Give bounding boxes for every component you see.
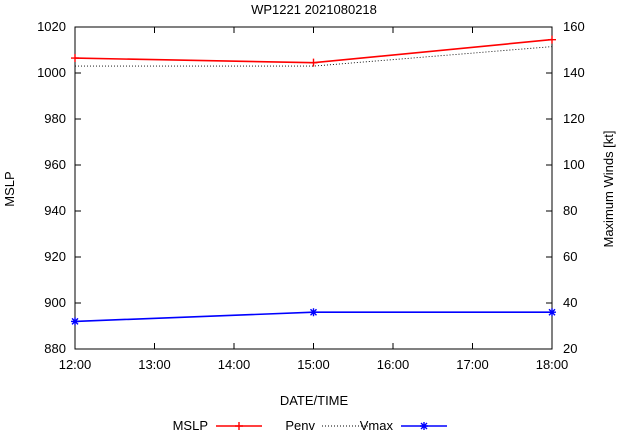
y-tick-label: 980 bbox=[44, 111, 66, 126]
x-tick-label: 12:00 bbox=[59, 357, 92, 372]
x-tick-label: 15:00 bbox=[297, 357, 330, 372]
y-axis-right: 20 40 60 80 100 120 140 160 bbox=[546, 19, 585, 356]
data-point-vmax bbox=[71, 317, 79, 326]
legend-label-penv: Penv bbox=[285, 418, 315, 432]
chart-title: WP1221 2021080218 bbox=[251, 2, 377, 17]
y-tick-label: 1000 bbox=[37, 65, 66, 80]
y2-tick-label: 80 bbox=[563, 203, 577, 218]
y2-tick-label: 140 bbox=[563, 65, 585, 80]
y-tick-label: 900 bbox=[44, 295, 66, 310]
x-tick-label: 13:00 bbox=[138, 357, 171, 372]
y2-tick-label: 20 bbox=[563, 341, 577, 356]
x-tick-label: 14:00 bbox=[218, 357, 251, 372]
y-tick-label: 880 bbox=[44, 341, 66, 356]
y2-tick-label: 120 bbox=[563, 111, 585, 126]
data-point-mslp bbox=[71, 54, 79, 63]
legend-label-mslp: MSLP bbox=[173, 418, 208, 432]
x-axis: 12:00 13:00 14:00 15:00 16:00 17:00 18:00 bbox=[59, 27, 569, 372]
legend-label-vmax: Vmax bbox=[360, 418, 394, 432]
y-tick-label: 1020 bbox=[37, 19, 66, 34]
legend: MSLP Penv Vmax bbox=[173, 418, 447, 432]
legend-marker-mslp bbox=[235, 422, 243, 430]
data-point-mslp bbox=[548, 35, 556, 44]
y-tick-label: 920 bbox=[44, 249, 66, 264]
y-axis-label: MSLP bbox=[2, 171, 17, 206]
data-point-mslp bbox=[309, 58, 318, 67]
x-tick-label: 18:00 bbox=[536, 357, 569, 372]
x-axis-label: DATE/TIME bbox=[280, 393, 349, 408]
data-point-vmax bbox=[309, 308, 318, 317]
y2-tick-label: 100 bbox=[563, 157, 585, 172]
y2-tick-label: 40 bbox=[563, 295, 577, 310]
y-axis-left: 880 900 920 940 960 980 1000 1020 bbox=[37, 19, 81, 356]
legend-marker-vmax bbox=[420, 422, 428, 430]
plot-border bbox=[74, 26, 553, 350]
y2-axis-label: Maximum Winds [kt] bbox=[601, 130, 616, 247]
x-tick-label: 16:00 bbox=[377, 357, 410, 372]
y-tick-label: 960 bbox=[44, 157, 66, 172]
x-tick-label: 17:00 bbox=[456, 357, 489, 372]
y2-tick-label: 60 bbox=[563, 249, 577, 264]
series-layer bbox=[71, 35, 556, 326]
y2-tick-label: 160 bbox=[563, 19, 585, 34]
y-tick-label: 940 bbox=[44, 203, 66, 218]
plot-area bbox=[74, 26, 553, 350]
data-point-vmax bbox=[548, 308, 556, 317]
